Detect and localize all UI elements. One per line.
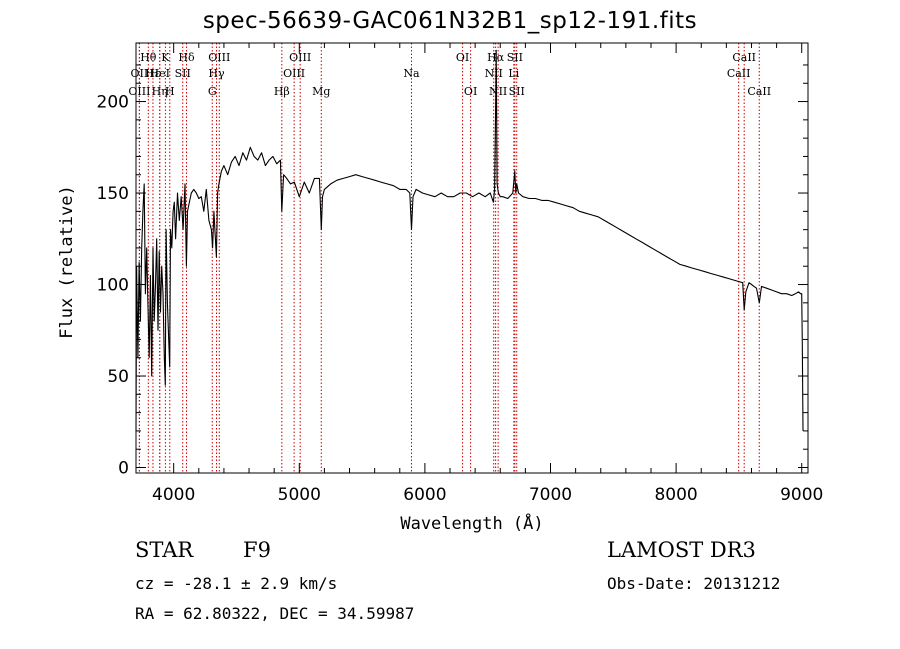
x-tick-label: 5000 <box>278 485 321 505</box>
y-tick-label: 100 <box>97 276 129 296</box>
observation-date: Obs-Date: 20131212 <box>607 574 781 593</box>
y-tick-label: 150 <box>97 184 129 204</box>
x-axis-label: Wavelength (Å) <box>400 512 543 534</box>
spectral-line-label: OIII <box>283 67 305 80</box>
spectrum-line <box>135 49 804 431</box>
spectral-line-label: OII <box>131 67 149 80</box>
spectral-line-label: Hβ <box>274 85 290 98</box>
object-class: STAR <box>135 538 194 562</box>
spectral-line-label: Li <box>508 67 519 80</box>
spectral-line-labels: Hθ OII OIII Hε Hη K HeI H Hδ SII OIII Hγ G Hβ OIII OIII… <box>128 51 771 98</box>
sky-coordinates: RA = 62.80322, DEC = 34.59987 <box>135 604 415 623</box>
spectral-subclass: F9 <box>243 538 271 562</box>
spectral-line-label: Hη <box>152 85 168 98</box>
spectral-line-label: Na <box>403 67 420 80</box>
spectral-line-label: Mg <box>312 85 330 98</box>
x-tick-label: 4000 <box>152 485 195 505</box>
axis-ticks <box>136 43 808 473</box>
spectral-line-label: OI <box>456 51 469 64</box>
spectral-line-label: HeI <box>150 67 170 80</box>
spectral-line-label: OI <box>464 85 477 98</box>
spectral-line-label: SII <box>507 51 523 64</box>
plot-frame <box>135 42 809 474</box>
spectral-line-label: K <box>161 51 170 64</box>
y-tick-label: 0 <box>118 459 129 479</box>
x-tick-label: 7000 <box>529 485 572 505</box>
redshift-velocity: cz = -28.1 ± 2.9 km/s <box>135 574 338 593</box>
y-axis-label: Flux (relative) <box>57 185 77 339</box>
spectral-line-label: SII <box>175 67 191 80</box>
spectral-line-label: Hγ <box>208 67 225 80</box>
spectral-line-label: Hε <box>145 67 161 80</box>
spectral-line-label: Hδ <box>178 51 195 64</box>
spectral-line-label: CaII <box>732 51 756 64</box>
spectral-line-label: SII <box>509 85 525 98</box>
chart-title: spec-56639-GAC061N32B1_sp12-191.fits <box>202 8 698 34</box>
spectral-line-label: OIII <box>128 85 150 98</box>
spectral-line-markers <box>138 43 760 473</box>
spectral-line-label: CaII <box>727 67 751 80</box>
spectral-line-label: OIII <box>208 51 230 64</box>
axis-tick-labels: 4000 5000 6000 7000 8000 9000 0 50 100 150 200 <box>97 93 824 505</box>
y-tick-label: 50 <box>107 367 129 387</box>
spectral-line-label: Hθ <box>140 51 157 64</box>
survey-name: LAMOST DR3 <box>607 538 756 562</box>
x-tick-label: 9000 <box>780 485 823 505</box>
spectral-line-label: CaII <box>747 85 771 98</box>
spectral-line-label: OIII <box>289 51 311 64</box>
y-tick-label: 200 <box>97 93 129 113</box>
spectral-line-label: NII <box>485 67 503 80</box>
x-tick-label: 8000 <box>654 485 697 505</box>
spectral-line-label: G <box>208 85 217 98</box>
x-tick-label: 6000 <box>403 485 446 505</box>
spectral-line-label: NII <box>489 85 507 98</box>
spectral-line-label: H <box>165 85 175 98</box>
